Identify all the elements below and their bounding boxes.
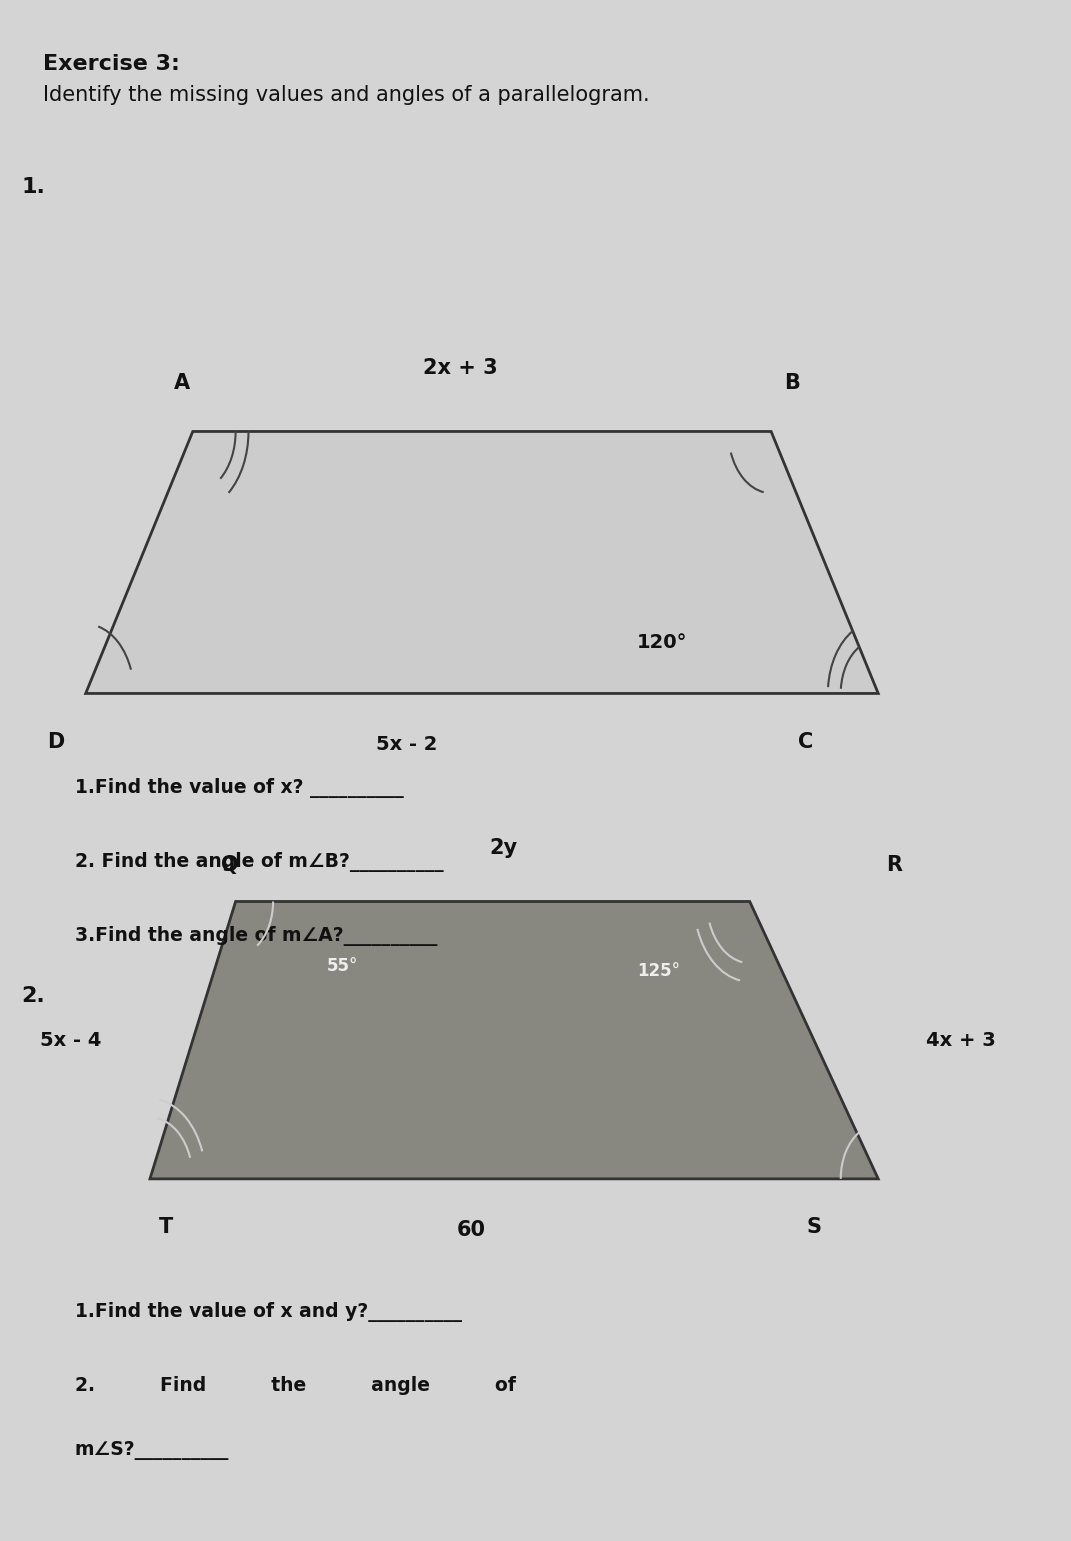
Text: 5x - 4: 5x - 4 xyxy=(41,1031,102,1049)
Polygon shape xyxy=(150,901,878,1179)
Text: 2y: 2y xyxy=(489,838,517,858)
Text: B: B xyxy=(785,373,800,393)
Polygon shape xyxy=(86,431,878,693)
Text: 1.Find the value of x? __________: 1.Find the value of x? __________ xyxy=(75,778,404,798)
Text: Q: Q xyxy=(222,855,239,875)
Text: S: S xyxy=(806,1217,821,1237)
Text: Exercise 3:: Exercise 3: xyxy=(43,54,180,74)
Text: A: A xyxy=(174,373,191,393)
Text: 2x + 3: 2x + 3 xyxy=(423,358,498,378)
Text: m∠S?__________: m∠S?__________ xyxy=(75,1441,229,1459)
Text: C: C xyxy=(798,732,813,752)
Text: 2.: 2. xyxy=(21,986,45,1006)
Text: Identify the missing values and angles of a parallelogram.: Identify the missing values and angles o… xyxy=(43,85,649,105)
Text: 2.          Find          the          angle          of: 2. Find the angle of xyxy=(75,1376,516,1395)
Text: 60: 60 xyxy=(456,1220,486,1241)
Text: 120°: 120° xyxy=(637,633,688,652)
Text: 1.: 1. xyxy=(21,177,45,197)
Text: 55°: 55° xyxy=(327,957,358,975)
Text: 1.Find the value of x and y?__________: 1.Find the value of x and y?__________ xyxy=(75,1302,462,1322)
Text: 5x - 2: 5x - 2 xyxy=(376,735,438,754)
Text: 2. Find the angle of m∠B?__________: 2. Find the angle of m∠B?__________ xyxy=(75,852,443,872)
Text: 4x + 3: 4x + 3 xyxy=(926,1031,996,1049)
Text: 3.Find the angle of m∠A?__________: 3.Find the angle of m∠A?__________ xyxy=(75,926,437,946)
Text: T: T xyxy=(159,1217,174,1237)
Text: R: R xyxy=(887,855,902,875)
Text: D: D xyxy=(47,732,64,752)
Text: 125°: 125° xyxy=(637,962,680,980)
